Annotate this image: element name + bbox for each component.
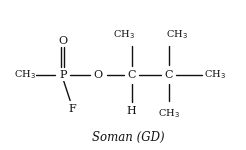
- Text: CH$_3$: CH$_3$: [166, 28, 188, 41]
- Text: CH$_3$: CH$_3$: [158, 108, 179, 120]
- Text: CH$_3$: CH$_3$: [14, 69, 35, 81]
- Text: Soman (GD): Soman (GD): [92, 131, 164, 144]
- Text: O: O: [94, 70, 103, 80]
- Text: P: P: [59, 70, 66, 80]
- Text: H: H: [127, 106, 137, 116]
- Text: C: C: [127, 70, 136, 80]
- Text: CH$_3$: CH$_3$: [204, 69, 226, 81]
- Text: CH$_3$: CH$_3$: [113, 28, 135, 41]
- Text: F: F: [69, 105, 77, 114]
- Text: O: O: [58, 36, 67, 45]
- Text: C: C: [164, 70, 173, 80]
